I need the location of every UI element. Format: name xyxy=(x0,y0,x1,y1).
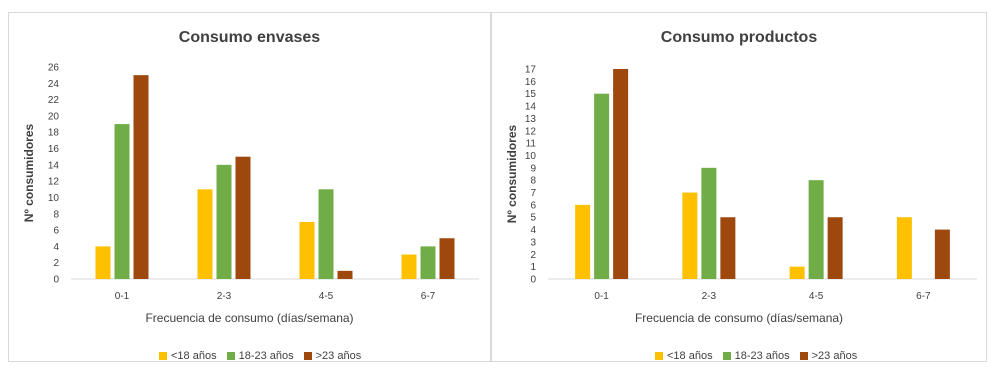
legend-label: >23 años xyxy=(811,350,858,362)
y-tick-label: 12 xyxy=(48,177,60,188)
legend-label: >23 años xyxy=(315,350,362,362)
y-tick-label: 14 xyxy=(525,102,537,113)
bar xyxy=(575,204,591,279)
bar xyxy=(114,124,130,279)
legend-swatch xyxy=(722,352,731,360)
x-tick-label: 4-5 xyxy=(319,291,334,302)
legend-item: <18 años xyxy=(655,350,713,362)
bar xyxy=(682,192,698,279)
y-tick-label: 13 xyxy=(525,114,537,125)
y-tick-label: 16 xyxy=(525,77,537,88)
bar xyxy=(594,93,610,280)
bar xyxy=(808,180,824,279)
x-tick-label: 6-7 xyxy=(421,291,436,302)
y-tick-label: 26 xyxy=(48,63,60,74)
x-tick-label: 4-5 xyxy=(809,291,824,302)
bar xyxy=(934,229,950,279)
legend-label: <18 años xyxy=(667,350,713,362)
y-tick-label: 8 xyxy=(530,176,536,187)
chart-panel-envases: Consumo envases Nº consumidores 0 2 4 6 8 10 1… xyxy=(8,12,491,362)
legend-swatch xyxy=(159,352,167,360)
bar xyxy=(701,167,717,279)
y-tick-label: 9 xyxy=(530,163,536,174)
y-tick-label: 6 xyxy=(530,200,536,211)
y-tick-label: 6 xyxy=(53,226,59,237)
legend-item: 18-23 años xyxy=(226,350,294,362)
y-tick-label: 7 xyxy=(530,188,536,199)
y-tick-label: 24 xyxy=(48,79,60,90)
y-tick-label: 3 xyxy=(530,237,536,248)
y-tick-label: 14 xyxy=(48,160,60,171)
bar xyxy=(235,156,251,279)
y-tick-label: 12 xyxy=(525,126,537,137)
y-tick-label: 11 xyxy=(526,139,537,150)
y-tick-label: 0 xyxy=(530,275,536,286)
bar xyxy=(420,246,436,279)
bar xyxy=(299,221,315,279)
legend-item: >23 años xyxy=(303,350,362,362)
y-tick-label: 15 xyxy=(525,89,537,100)
chart-title: Consumo productos xyxy=(660,29,818,46)
y-tick-label: 1 xyxy=(530,262,536,273)
legend-swatch xyxy=(799,352,808,360)
legend-label: <18 años xyxy=(171,350,217,362)
bar xyxy=(197,189,213,279)
y-tick-label: 20 xyxy=(48,111,60,122)
bar xyxy=(337,270,353,279)
x-axis-title: Frecuencia de consumo (días/semana) xyxy=(145,311,354,325)
x-tick-label: 6-7 xyxy=(916,291,931,302)
legend-swatch xyxy=(226,352,235,360)
x-tick-label: 2-3 xyxy=(217,291,232,302)
x-tick-label: 0-1 xyxy=(115,291,130,302)
y-tick-label: 8 xyxy=(53,209,59,220)
legend-label: 18-23 años xyxy=(734,350,790,362)
bar xyxy=(95,246,111,279)
x-tick-label: 0-1 xyxy=(594,291,609,302)
y-tick-label: 4 xyxy=(53,242,59,253)
bar xyxy=(789,266,805,279)
y-tick-label: 10 xyxy=(525,151,537,162)
y-tick-label: 22 xyxy=(48,95,60,106)
legend-item: >23 años xyxy=(799,350,858,362)
y-tick-label: 4 xyxy=(530,225,536,236)
bar xyxy=(216,164,232,279)
legend-item: 18-23 años xyxy=(722,350,790,362)
bar xyxy=(720,217,736,279)
bar xyxy=(318,189,334,279)
legend-swatch xyxy=(655,352,663,360)
bar xyxy=(401,254,417,279)
y-tick-label: 2 xyxy=(53,258,59,269)
x-tick-label: 2-3 xyxy=(702,291,717,302)
bar xyxy=(133,75,149,280)
legend: <18 años 18-23 años >23 años xyxy=(655,350,857,362)
y-tick-label: 5 xyxy=(530,213,536,224)
y-tick-label: 10 xyxy=(48,193,60,204)
legend: <18 años 18-23 años >23 años xyxy=(159,350,361,362)
x-axis-title: Frecuencia de consumo (días/semana) xyxy=(634,311,844,325)
y-tick-label: 0 xyxy=(53,275,59,286)
bar xyxy=(896,217,912,279)
bar xyxy=(439,238,455,279)
y-tick-label: 16 xyxy=(48,144,60,155)
legend-label: 18-23 años xyxy=(238,350,294,362)
chart-title: Consumo envases xyxy=(178,29,321,46)
y-tick-label: 18 xyxy=(48,128,60,139)
bar xyxy=(613,69,629,279)
legend-item: <18 años xyxy=(159,350,217,362)
y-tick-label: 17 xyxy=(525,65,537,76)
y-tick-label: 2 xyxy=(530,250,536,261)
legend-swatch xyxy=(303,352,312,360)
bar xyxy=(827,217,843,279)
